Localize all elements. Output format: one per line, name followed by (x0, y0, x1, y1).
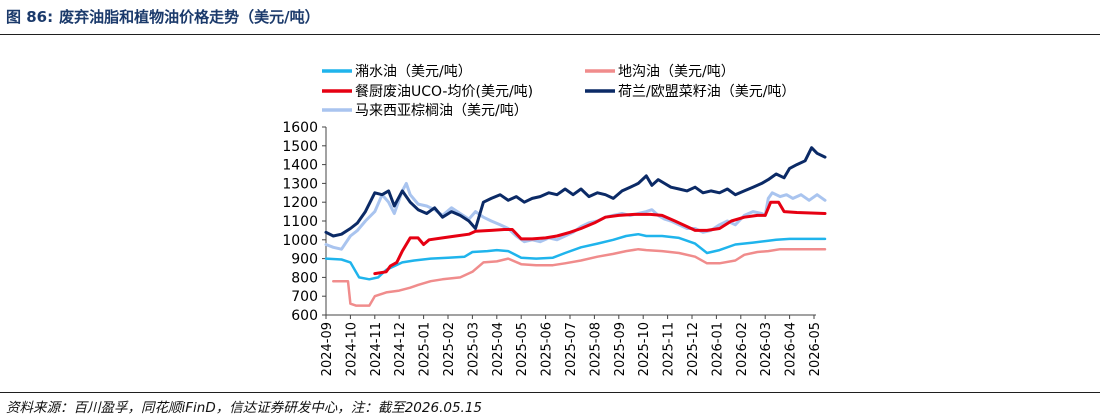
legend-label: 餐厨废油UCO-均价(美元/吨) (355, 84, 533, 100)
x-tick-label: 2025-10 (637, 322, 652, 376)
y-tick-label: 1100 (282, 214, 318, 230)
x-tick-label: 2024-11 (369, 322, 384, 376)
x-tick-label: 2025-11 (662, 322, 677, 376)
x-tick-label: 2024-10 (344, 322, 359, 376)
legend-label: 潲水油（美元/吨） (355, 64, 472, 80)
x-tick-label: 2026-03 (759, 322, 774, 376)
x-tick-label: 2025-08 (588, 322, 603, 376)
x-tick-label: 2025-05 (515, 322, 530, 376)
y-tick-label: 600 (291, 308, 318, 324)
y-tick-label: 1000 (282, 233, 318, 249)
x-tick-label: 2026-04 (784, 322, 799, 376)
y-tick-label: 1600 (282, 120, 318, 136)
figure-title-bar: 图 86: 废弃油脂和植物油价格走势（美元/吨） (6, 5, 320, 29)
legend-label: 地沟油（美元/吨） (618, 64, 735, 80)
x-tick-label: 2026-01 (710, 322, 725, 376)
chart-axes: 600 700 800 900 1000 1100 1200 1300 1400 1500 1600… (282, 120, 823, 376)
x-tick-label: 2025-07 (564, 322, 579, 376)
figure-title: 废弃油脂和植物油价格走势（美元/吨） (59, 8, 320, 26)
chart-legend: 潲水油（美元/吨） 地沟油（美元/吨） 餐厨废油UCO-均价(美元/吨) 荷兰/欧盟菜… (322, 64, 795, 119)
y-tick-label: 1200 (282, 195, 318, 211)
x-tick-label: 2025-04 (491, 322, 506, 376)
y-tick-label: 800 (291, 270, 318, 286)
x-tick-label: 2025-03 (466, 322, 481, 376)
x-tick-label: 2024-12 (393, 322, 408, 376)
y-tick-label: 700 (291, 289, 318, 305)
x-tick-label: 2026-02 (735, 322, 750, 376)
y-tick-label: 1400 (282, 158, 318, 174)
bottom-rule (0, 392, 1100, 393)
y-tick-label: 1500 (282, 139, 318, 155)
series-line-1 (332, 247, 827, 307)
legend-label: 马来西亚棕榈油（美元/吨） (355, 103, 528, 119)
series-line-3 (324, 146, 827, 238)
source-note: 资料来源：百川盈孚，同花顺iFinD，信达证券研发中心，注：截至2026.05.… (6, 400, 483, 416)
series-line-2 (373, 200, 827, 276)
x-tick-label: 2025-06 (540, 322, 555, 376)
y-tick-label: 900 (291, 252, 318, 268)
legend-label: 荷兰/欧盟菜籽油（美元/吨） (618, 84, 795, 100)
chart-series (324, 146, 827, 307)
series-line-4 (324, 181, 827, 251)
y-tick-label: 1300 (282, 176, 318, 192)
top-rule (0, 34, 1100, 35)
x-tick-label: 2025-02 (442, 322, 457, 376)
x-tick-label: 2025-12 (686, 322, 701, 376)
x-tick-label: 2025-09 (613, 322, 628, 376)
x-tick-label: 2025-01 (418, 322, 433, 376)
figure-number: 图 86: (6, 8, 54, 26)
x-tick-label: 2024-09 (320, 322, 335, 376)
x-tick-label: 2026-05 (808, 322, 823, 376)
